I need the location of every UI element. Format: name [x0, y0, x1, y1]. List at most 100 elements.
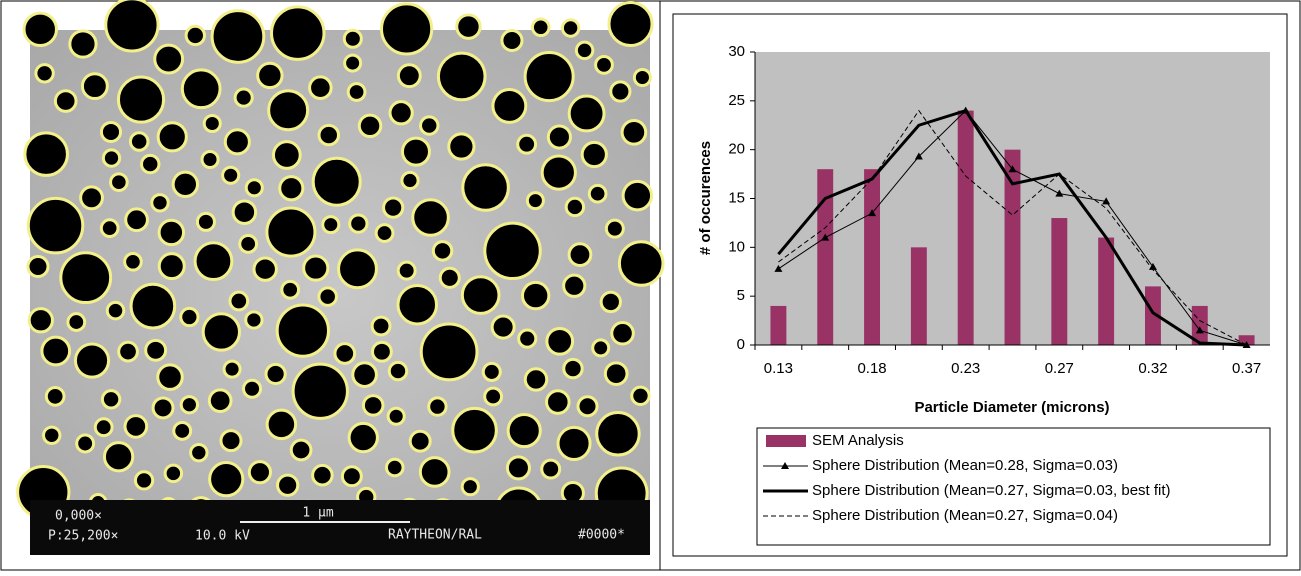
- particle: [492, 316, 514, 338]
- particle: [240, 236, 257, 253]
- particle: [522, 282, 548, 308]
- y-tick-label: 0: [737, 336, 745, 353]
- particle: [398, 65, 420, 87]
- particle: [210, 463, 243, 496]
- legend-swatch: [766, 435, 806, 447]
- particle: [223, 167, 239, 183]
- particle: [348, 84, 365, 101]
- particle: [508, 415, 540, 447]
- particle: [313, 158, 360, 205]
- particle: [576, 42, 592, 58]
- particle: [593, 340, 609, 356]
- particle: [463, 165, 509, 211]
- particle: [421, 117, 438, 134]
- particle: [173, 172, 197, 196]
- particle: [118, 77, 163, 122]
- particle: [372, 317, 390, 335]
- particle: [153, 398, 173, 418]
- voltage-label: 10.0 kV: [195, 529, 250, 544]
- particle: [277, 305, 328, 356]
- particle: [258, 63, 282, 87]
- particle: [339, 250, 377, 288]
- particle: [267, 208, 315, 256]
- particle: [266, 364, 285, 383]
- particle: [525, 369, 546, 390]
- id-label: #0000*: [578, 528, 625, 543]
- particle: [605, 363, 627, 385]
- particle: [44, 427, 60, 443]
- bar: [1098, 238, 1114, 345]
- particle: [532, 19, 549, 36]
- particle: [483, 363, 500, 380]
- particle: [125, 253, 142, 270]
- particle: [119, 342, 138, 361]
- particle: [589, 185, 606, 202]
- particle: [525, 53, 573, 101]
- particle: [186, 26, 204, 44]
- particle: [280, 177, 303, 200]
- particle: [502, 30, 522, 50]
- particle: [558, 427, 590, 459]
- particle: [622, 120, 646, 144]
- particle: [267, 410, 296, 439]
- particle: [152, 195, 168, 211]
- particle: [174, 422, 191, 439]
- particle: [390, 102, 412, 124]
- particle: [204, 115, 220, 131]
- particle: [209, 390, 231, 412]
- particle: [131, 284, 175, 328]
- particle: [246, 312, 262, 328]
- particle: [182, 70, 220, 108]
- particle: [28, 198, 82, 252]
- particle: [382, 4, 432, 54]
- particle: [125, 416, 147, 438]
- particle: [158, 123, 186, 151]
- mag-label: P:25,200×: [48, 529, 118, 544]
- sem-image: 0,000×P:25,200×10.0 kV1 µmRAYTHEON/RAL#0…: [18, 0, 663, 555]
- particle: [597, 413, 639, 455]
- lab-label: RAYTHEON/RAL: [388, 528, 482, 543]
- particle: [433, 242, 451, 260]
- bar: [770, 306, 786, 345]
- particle: [402, 172, 418, 188]
- particle: [398, 262, 415, 279]
- particle: [95, 419, 112, 436]
- particle: [254, 258, 276, 280]
- particle: [61, 253, 111, 303]
- figure: 0,000×P:25,200×10.0 kV1 µmRAYTHEON/RAL#0…: [0, 0, 1301, 571]
- particle: [126, 209, 148, 231]
- legend-label: SEM Analysis: [812, 432, 904, 449]
- particle: [102, 391, 119, 408]
- particle: [562, 20, 578, 36]
- x-axis-title: Particle Diameter (microns): [914, 399, 1109, 416]
- particle: [282, 281, 299, 298]
- sem-info-bar: [30, 500, 650, 555]
- particle: [225, 130, 249, 154]
- particle: [55, 91, 76, 112]
- particle: [359, 115, 380, 136]
- particle: [293, 364, 347, 418]
- particle: [462, 277, 499, 314]
- particle: [398, 285, 437, 324]
- particle: [155, 45, 183, 73]
- particle: [221, 431, 241, 451]
- particle: [224, 361, 240, 377]
- y-tick-label: 10: [728, 238, 745, 255]
- particle: [373, 342, 392, 361]
- particle: [244, 380, 261, 397]
- particle: [453, 408, 497, 452]
- particle: [606, 220, 623, 237]
- particle: [619, 242, 663, 286]
- particle: [376, 225, 393, 242]
- particle: [291, 440, 311, 460]
- y-tick-label: 20: [728, 141, 745, 158]
- legend-label: Sphere Distribution (Mean=0.27, Sigma=0.…: [812, 507, 1118, 524]
- particle: [103, 150, 119, 166]
- particle: [344, 30, 361, 47]
- legend-label: Sphere Distribution (Mean=0.28, Sigma=0.…: [812, 457, 1118, 474]
- particle: [519, 330, 536, 347]
- y-tick-label: 15: [728, 189, 745, 206]
- particle: [304, 256, 328, 280]
- bar: [1005, 150, 1021, 345]
- particle: [25, 133, 68, 176]
